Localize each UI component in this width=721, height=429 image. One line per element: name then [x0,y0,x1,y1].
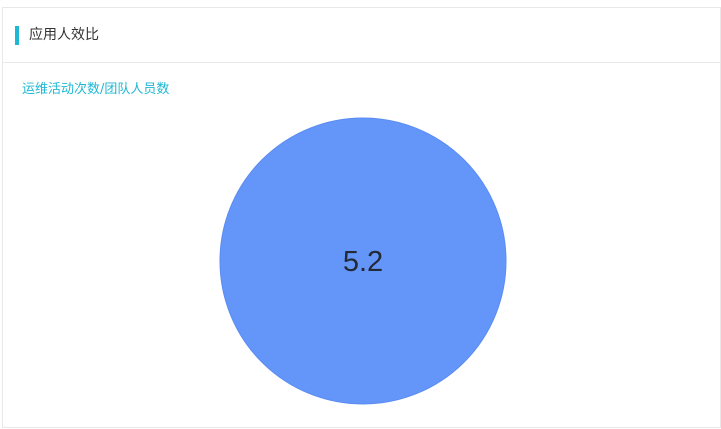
app-efficiency-panel: 应用人效比 运维活动次数/团队人员数 5.2 [2,7,721,428]
panel-title: 应用人效比 [29,27,99,43]
panel-header: 应用人效比 [3,8,720,63]
header-accent-bar [15,26,19,45]
pie-slice[interactable] [219,117,507,405]
pie-chart: 5.2 [219,117,507,405]
metric-label: 运维活动次数/团队人员数 [22,82,170,97]
pie-chart-container: 5.2 [3,8,721,429]
pie-value-label: 5.2 [343,246,383,278]
